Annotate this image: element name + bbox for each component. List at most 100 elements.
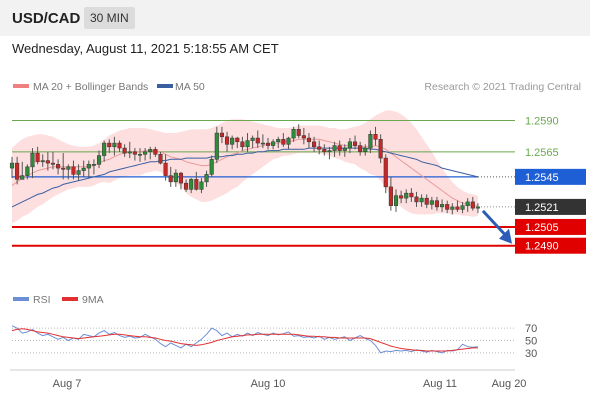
candle-body (214, 132, 219, 160)
candle-body (163, 162, 168, 176)
candle-body (15, 162, 20, 180)
candle-body (255, 137, 260, 144)
candle-body (184, 182, 189, 190)
candle-body (445, 204, 450, 210)
candle-body (168, 175, 173, 183)
candle-body (107, 142, 112, 148)
rsi-line (11, 325, 478, 354)
candle-body (240, 141, 245, 148)
rsi-legend-label: RSI (33, 294, 51, 306)
candle-body (25, 166, 30, 176)
candle-body (475, 206, 480, 209)
candle-body (393, 195, 399, 206)
x-tick-label: Aug 20 (492, 378, 527, 390)
ma50-legend-label: MA 50 (175, 81, 205, 93)
datetime-label: Wednesday, August 11, 2021 5:18:55 AM CE… (12, 41, 279, 56)
candle-body (96, 155, 102, 165)
candle-body (312, 141, 317, 148)
candle-body (286, 137, 291, 145)
candle-body (414, 196, 419, 203)
candle-body (378, 139, 383, 159)
candle-body (117, 142, 122, 149)
candle-body (81, 167, 86, 171)
candle-body (235, 137, 240, 143)
level-box (515, 168, 586, 185)
candle-body (373, 134, 378, 140)
candle-body (296, 129, 301, 136)
candle-body (45, 160, 50, 164)
candle-body (86, 164, 91, 169)
candle-body (409, 192, 414, 198)
candle-body (455, 206, 460, 210)
rsi-tick-label: 50 (525, 336, 537, 348)
candle-body (317, 146, 322, 150)
x-tick-label: Aug 7 (53, 378, 82, 390)
timeframe-badge[interactable]: 30 MIN (84, 7, 135, 29)
legend: MA 20 + Bollinger Bands MA 50 Research ©… (13, 81, 581, 93)
candle-body (35, 152, 40, 163)
candle-body (470, 201, 475, 209)
candle-body (429, 200, 434, 205)
candle-body (347, 141, 352, 149)
candle-body (56, 164, 61, 169)
candle-body (450, 206, 455, 210)
candle-body (204, 174, 209, 183)
candle-body (383, 157, 388, 188)
candle-body (194, 179, 199, 190)
candle-body (245, 140, 250, 148)
candle-body (337, 145, 342, 151)
candle-body (399, 195, 404, 199)
candle-body (260, 142, 265, 145)
candle-body (219, 132, 224, 138)
candle-body (122, 147, 127, 154)
candle-body (158, 154, 163, 164)
level-box (515, 198, 586, 215)
candle-body (306, 137, 312, 143)
ma-bb-legend-label: MA 20 + Bollinger Bands (33, 81, 148, 93)
candle-body (460, 205, 465, 210)
candle-body (189, 179, 194, 190)
candle-body (434, 200, 440, 208)
candle-body (301, 135, 306, 139)
candle-body (271, 141, 276, 146)
candle-body (40, 160, 45, 163)
candle-body (224, 136, 230, 145)
candle-body (20, 175, 25, 180)
candle-body (153, 149, 158, 155)
candle-body (199, 181, 204, 190)
ma9-legend-swatch (62, 297, 78, 301)
ma50-legend-swatch (157, 84, 173, 88)
x-axis: Aug 7 Aug 10 Aug 11 Aug 20 (10, 369, 527, 390)
candle-body (132, 151, 137, 155)
rsi-tick-label: 70 (525, 323, 537, 335)
level-label: 1.2565 (525, 147, 559, 159)
candle-body (230, 137, 235, 145)
candle-body (61, 167, 66, 170)
candle-body (424, 197, 429, 205)
candle-body (419, 197, 424, 203)
candle-body (9, 162, 15, 169)
candle-body (209, 159, 214, 175)
candle-body (178, 172, 184, 184)
candle-body (66, 166, 71, 170)
candle-body (137, 154, 143, 156)
level-label: 1.2490 (525, 241, 559, 253)
header-bar: USD/CAD 30 MIN (0, 0, 590, 36)
candle-body (440, 204, 445, 208)
candle-body (404, 192, 409, 199)
candle-body (281, 139, 286, 145)
ma9-legend-label: 9MA (82, 294, 104, 306)
candle-body (143, 151, 148, 155)
candle-body (76, 170, 81, 175)
candle-body (465, 201, 470, 206)
candle-body (368, 134, 373, 149)
level-label: 1.2590 (525, 116, 559, 128)
candle-body (102, 142, 107, 156)
rsi-tick-label: 30 (525, 348, 537, 360)
chart-area: MA 20 + Bollinger Bands MA 50 Research ©… (9, 81, 586, 390)
candle-body (332, 145, 337, 151)
candle-body (327, 150, 332, 153)
rsi-legend-swatch (13, 297, 29, 301)
candle-body (322, 149, 327, 153)
